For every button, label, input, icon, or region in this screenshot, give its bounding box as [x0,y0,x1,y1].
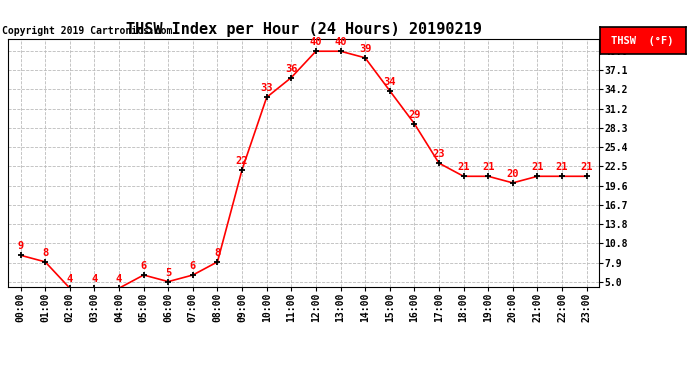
Text: 21: 21 [457,162,470,172]
Text: 4: 4 [116,274,122,284]
Text: 29: 29 [408,110,421,120]
Text: 9: 9 [17,242,23,251]
Text: 21: 21 [531,162,544,172]
Text: 20: 20 [506,169,519,179]
Text: THSW  (°F): THSW (°F) [611,36,674,46]
Text: 36: 36 [285,64,297,74]
Text: 21: 21 [580,162,593,172]
Text: 6: 6 [141,261,147,271]
Text: 33: 33 [260,83,273,93]
Text: 6: 6 [190,261,196,271]
Text: 21: 21 [482,162,495,172]
Text: 22: 22 [236,156,248,166]
Text: 40: 40 [334,37,347,47]
Text: 40: 40 [310,37,322,47]
Text: 39: 39 [359,44,371,54]
Text: 8: 8 [42,248,48,258]
Text: 23: 23 [433,149,445,159]
Text: 34: 34 [384,77,396,87]
Text: 4: 4 [91,274,97,284]
Text: 8: 8 [215,248,221,258]
Text: 21: 21 [555,162,569,172]
Text: Copyright 2019 Cartronics.com: Copyright 2019 Cartronics.com [2,26,172,36]
Title: THSW Index per Hour (24 Hours) 20190219: THSW Index per Hour (24 Hours) 20190219 [126,22,482,37]
Text: 5: 5 [165,268,171,278]
Text: 4: 4 [67,274,73,284]
